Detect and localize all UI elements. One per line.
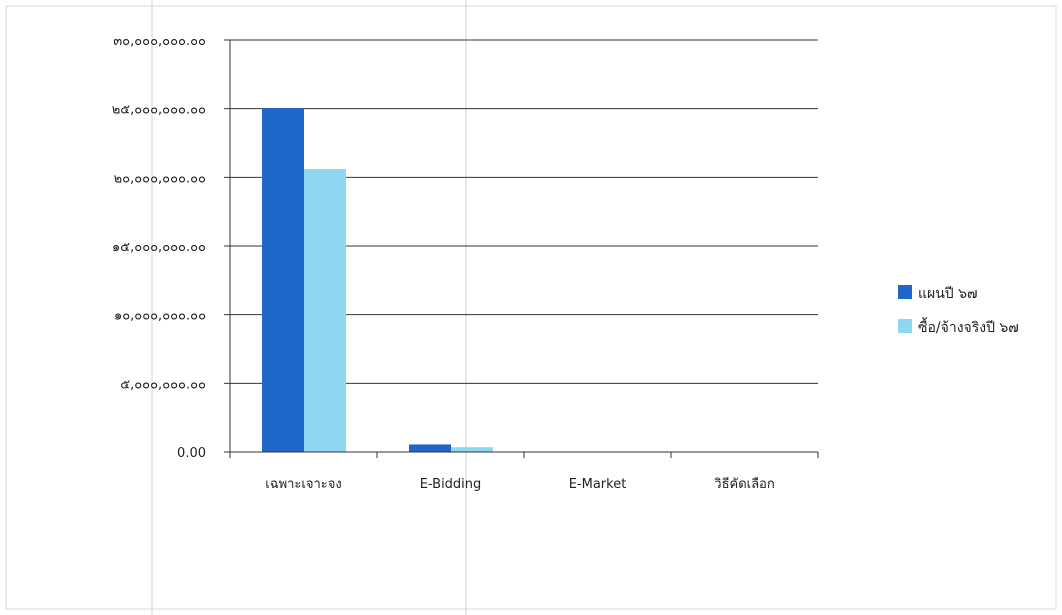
bar-actual bbox=[304, 169, 346, 453]
x-tick-label: E-Market bbox=[569, 477, 627, 492]
legend-swatch bbox=[898, 285, 912, 299]
x-tick-label: เฉพาะเจาะจง bbox=[265, 477, 341, 492]
bars bbox=[262, 107, 493, 453]
y-tick-label: ๓๐,๐๐๐,๐๐๐.๐๐ bbox=[113, 34, 206, 49]
x-tick-label: E-Bidding bbox=[420, 477, 482, 492]
legend-label: ซื้อ/จ้างจริงปี ๖๗ bbox=[918, 317, 1019, 336]
y-tick-label: 0.00 bbox=[177, 446, 206, 461]
y-axis-ticks: 0.00 ๕,๐๐๐,๐๐๐.๐๐ ๑๐,๐๐๐,๐๐๐.๐๐ ๑๕,๐๐๐,๐๐๐.… bbox=[112, 34, 230, 461]
legend-label: แผนปี ๖๗ bbox=[918, 286, 978, 302]
x-tick-label: วิธีคัดเลือก bbox=[714, 476, 775, 492]
x-axis-ticks: เฉพาะเจาะจง E-Bidding E-Market วิธีคัดเลือก bbox=[229, 452, 819, 492]
bar-actual bbox=[451, 447, 493, 452]
legend: แผนปี ๖๗ซื้อ/จ้างจริงปี ๖๗ bbox=[898, 285, 1019, 336]
legend-swatch bbox=[898, 319, 912, 333]
y-tick-label: ๑๕,๐๐๐,๐๐๐.๐๐ bbox=[112, 240, 206, 255]
y-tick-label: ๑๐,๐๐๐,๐๐๐.๐๐ bbox=[114, 309, 206, 324]
bar-plan bbox=[262, 107, 304, 452]
bar-plan bbox=[409, 444, 451, 452]
y-tick-label: ๒๐,๐๐๐,๐๐๐.๐๐ bbox=[114, 171, 206, 186]
chart-border bbox=[5, 5, 1057, 610]
y-tick-label: ๕,๐๐๐,๐๐๐.๐๐ bbox=[120, 377, 206, 392]
y-tick-label: ๒๕,๐๐๐,๐๐๐.๐๐ bbox=[112, 103, 206, 118]
